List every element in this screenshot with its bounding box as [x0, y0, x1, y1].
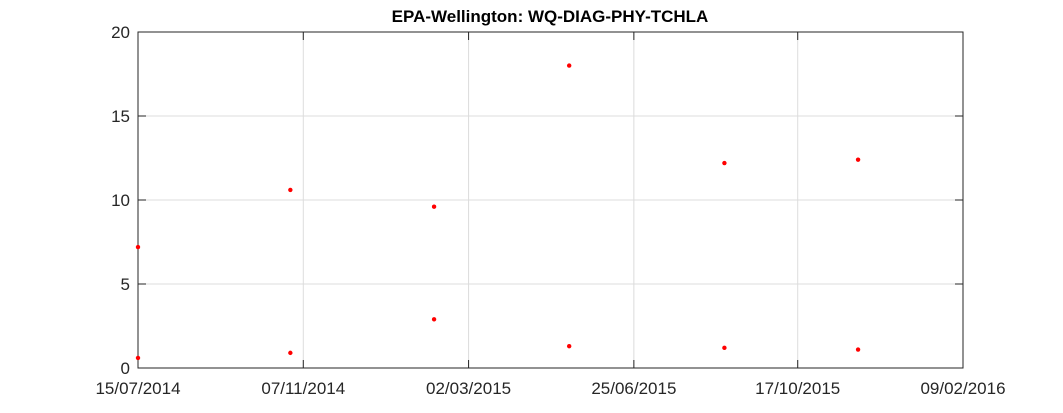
data-point [566, 343, 572, 349]
x-tick-label: 17/10/2015 [755, 379, 840, 398]
y-tick-label: 0 [121, 359, 130, 378]
data-point [288, 350, 293, 356]
y-tick-label: 5 [121, 275, 130, 294]
data-point [431, 317, 437, 322]
data-point [722, 160, 727, 166]
data-point [566, 63, 572, 68]
x-tick-label: 15/07/2014 [95, 379, 180, 398]
data-points [135, 63, 861, 361]
data-point [135, 355, 141, 361]
data-point [722, 345, 727, 351]
data-point [431, 204, 437, 209]
y-axis: 0 5 10 15 20 [111, 23, 963, 378]
x-tick-label: 09/02/2016 [920, 379, 1005, 398]
data-point [135, 244, 141, 250]
y-tick-label: 20 [111, 23, 130, 42]
data-point [855, 157, 861, 162]
x-tick-label: 07/11/2014 [261, 379, 345, 398]
y-tick-label: 10 [111, 191, 130, 210]
x-tick-label: 25/06/2015 [591, 379, 676, 398]
data-point [855, 347, 861, 352]
data-point [288, 187, 293, 193]
x-axis: 15/07/2014 07/11/2014 02/03/2015 25/06/2015… [95, 32, 1006, 398]
chart-title: EPA-Wellington: WQ-DIAG-PHY-TCHLA [392, 7, 709, 26]
y-tick-label: 15 [111, 107, 130, 126]
x-tick-label: 02/03/2015 [426, 379, 511, 398]
